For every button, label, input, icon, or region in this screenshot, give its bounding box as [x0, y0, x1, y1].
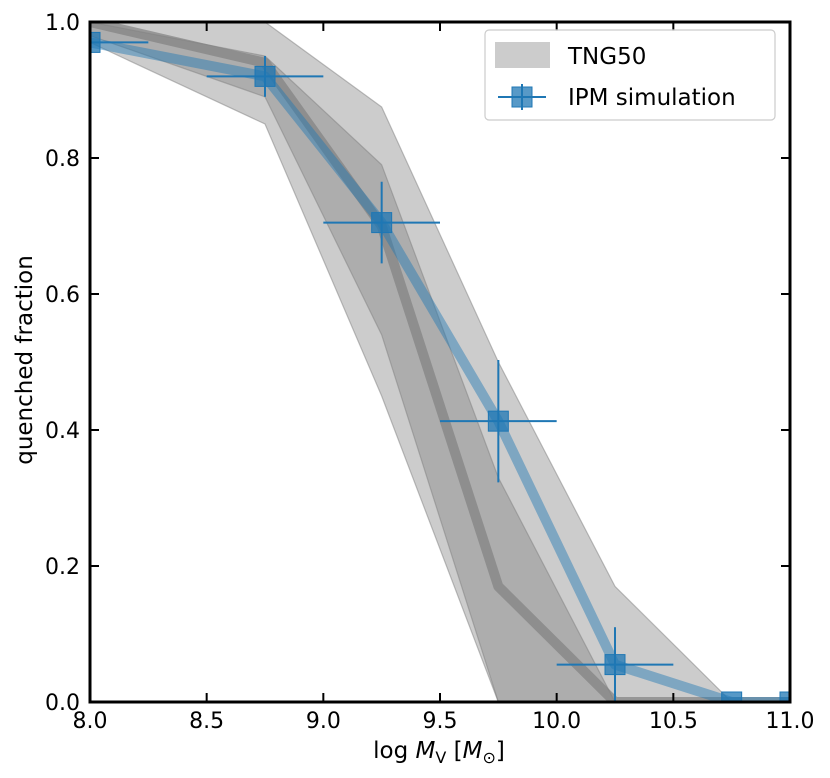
plot-area	[90, 22, 790, 702]
x-tick-label-2: 9.0	[306, 709, 341, 734]
ipm-point-2	[371, 212, 393, 234]
x-tick-label-3: 9.5	[423, 709, 458, 734]
ipm-point-5	[721, 691, 743, 702]
ipm-point-1	[254, 65, 276, 87]
y-tick-label-0: 0.0	[45, 691, 80, 716]
axes: 8.0 8.5 9.0 9.5 10.0 10.5 11.0 0.0 0.2 0.4 0.6 0.8 1…	[45, 11, 814, 734]
legend-label-ipm: IPM simulation	[568, 85, 736, 111]
x-axis-label: log MV [M⊙]	[373, 738, 505, 767]
ipm-point-6	[779, 691, 790, 702]
legend-label-tng50: TNG50	[567, 44, 646, 70]
legend-swatch-tng50	[495, 42, 550, 68]
y-tick-label-2: 0.4	[45, 419, 80, 444]
y-tick-label-1: 0.2	[45, 555, 80, 580]
x-tick-label-6: 11.0	[766, 709, 815, 734]
x-tick-label-4: 10.0	[532, 709, 581, 734]
x-tick-label-0: 8.0	[73, 709, 108, 734]
y-tick-label-3: 0.6	[45, 283, 80, 308]
legend-marker-square	[511, 86, 533, 108]
y-tick-label-5: 1.0	[45, 11, 80, 36]
ipm-point-3	[487, 410, 509, 432]
legend-frame	[484, 29, 776, 121]
x-tick-label-1: 8.5	[189, 709, 224, 734]
y-tick-label-4: 0.8	[45, 147, 80, 172]
y-axis-label: quenched fraction	[12, 255, 38, 465]
plot-content	[90, 22, 790, 702]
x-tick-label-5: 10.5	[649, 709, 698, 734]
tng50-inner-band	[90, 22, 790, 702]
ipm-point-4	[604, 654, 626, 676]
legend: TNG50 IPM simulation	[484, 29, 776, 121]
tng50-outer-band	[90, 22, 790, 702]
ipm-point-0	[90, 31, 101, 53]
